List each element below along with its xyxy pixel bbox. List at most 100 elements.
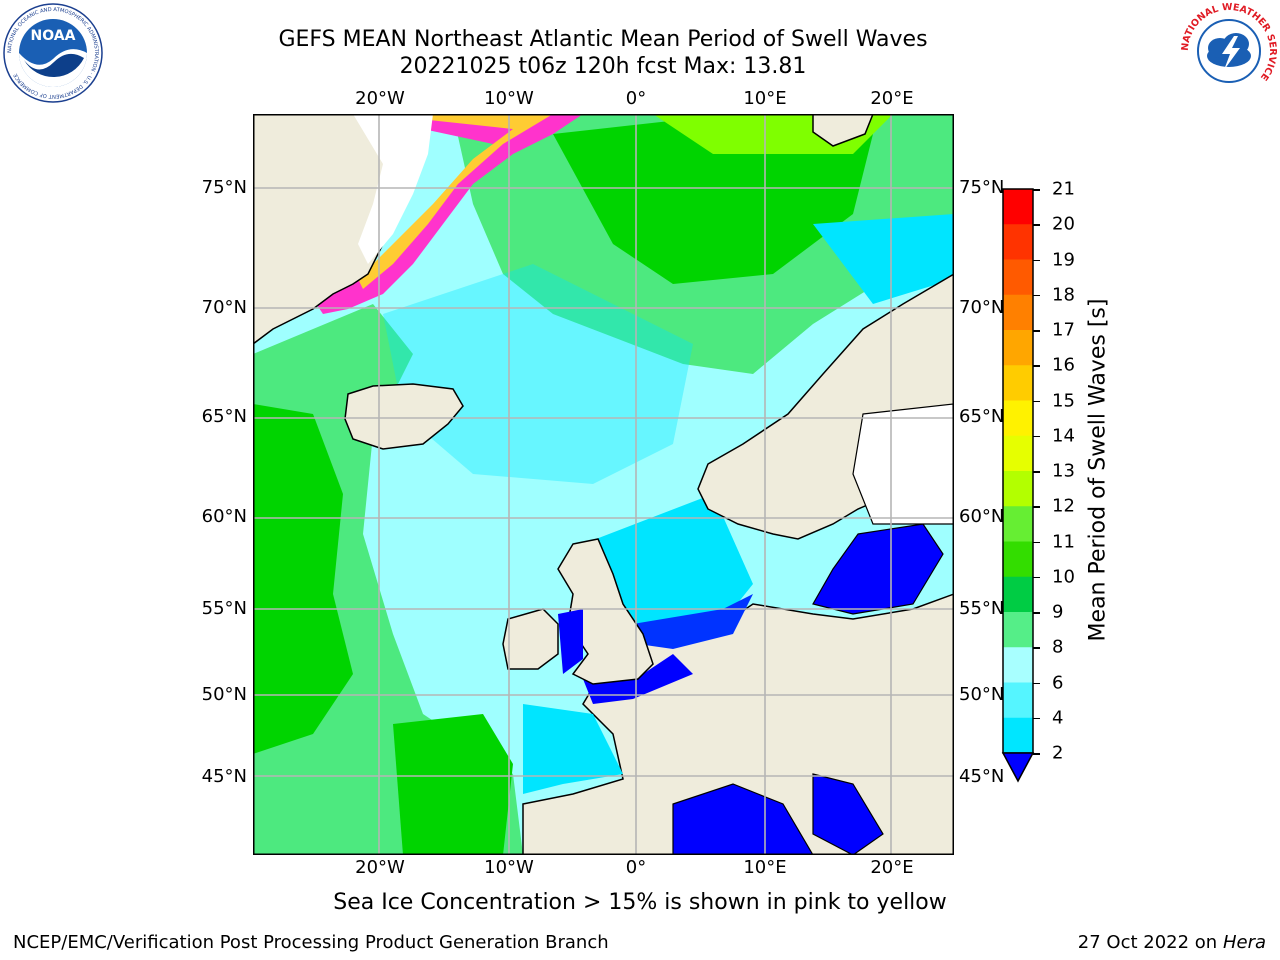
swell-region-northeast [813,214,954,304]
colorbar-tick-label: 19 [1052,249,1075,270]
colorbar-tick-mark [1033,647,1040,649]
producer-credit: NCEP/EMC/Verification Post Processing Pr… [13,932,609,953]
colorbar-tick-mark [1033,224,1040,226]
colorbar-tick-label: 2 [1052,742,1064,764]
colorbar-tick-label: 11 [1052,531,1075,552]
nws-logo: NATIONAL WEATHER SERVICE [1180,2,1278,100]
map-panel [253,114,954,855]
colorbar-tick-mark [1033,717,1040,720]
swell-region-west-core [253,404,353,754]
lat-tick-right-70n: 70°N [959,297,1005,318]
colorbar-tick-label: 10 [1052,566,1075,588]
colorbar-tick-label: 21 [1052,178,1075,200]
swell-region-north-core [553,114,873,284]
lat-tick-left-60n: 60°N [201,506,247,527]
ireland [502,608,559,670]
colorbar-segment [1003,259,1033,296]
lat-tick-left-55n: 55°N [201,598,247,619]
irish-sea [558,609,583,674]
colorbar-tick-label: 14 [1052,425,1075,447]
lon-tick-bottom-20e: 20°E [870,857,914,878]
lon-tick-top-20e: 20°E [870,88,914,109]
adriatic [812,773,884,855]
colorbar-tick-mark [1033,576,1040,579]
graticule [253,114,954,855]
colorbar-tick-mark [1033,294,1040,297]
colorbar [1001,188,1035,783]
gulf-of-bothnia [852,403,954,525]
colorbar-segment [1003,576,1033,613]
swell-region-southwest [393,714,513,855]
greenland-icecap [353,114,433,264]
lon-tick-top-0: 0° [625,88,647,109]
colorbar-tick-label: 17 [1052,319,1075,341]
iceland [344,383,464,450]
sea-ice-footnote: Sea Ice Concentration > 15% is shown in … [333,890,947,915]
noaa-logo: NATIONAL OCEANIC AND ATMOSPHERIC ADMINIS… [3,3,103,103]
lon-tick-bottom-0: 0° [625,857,647,878]
swell-region-northsea [583,494,753,634]
colorbar-tick-label: 16 [1052,354,1075,376]
lon-tick-bottom-10e: 10°E [743,857,787,878]
lat-tick-left-50n: 50°N [201,684,247,705]
colorbar-tick-mark [1033,506,1040,508]
colorbar-tick-mark [1033,541,1040,543]
colorbar-tick-mark [1033,435,1040,438]
chart-subtitle: 20221025 t06z 120h fcst Max: 13.81 [399,54,807,79]
swell-region-mid [383,264,693,484]
colorbar-segment [1003,506,1033,542]
colorbar-tick-label: 9 [1052,601,1064,623]
colorbar-tick-mark [1033,259,1040,261]
generation-date: 27 Oct 2022 on Hera [1078,932,1266,953]
colorbar-tick-label: 12 [1052,495,1075,517]
colorbar-segment [1003,330,1033,366]
lat-tick-left-75n: 75°N [201,177,247,198]
colorbar-extend-arrow [1001,752,1035,783]
colorbar-segment [1003,294,1033,331]
generation-host: Hera [1222,932,1266,953]
colorbar-tick-mark [1033,612,1040,614]
colorbar-tick-label: 13 [1052,460,1075,482]
colorbar-segment [1003,647,1033,683]
mediterranean-west [672,783,814,855]
chart-title: GEFS MEAN Northeast Atlantic Mean Period… [278,27,928,52]
lon-tick-bottom-20w: 20°W [355,857,405,878]
colorbar-tick-mark [1033,330,1040,332]
svg-text:NOAA: NOAA [31,28,76,44]
colorbar-segment [1003,189,1033,225]
north-sea-coast [633,594,753,649]
lon-tick-bottom-10w: 10°W [484,857,534,878]
colorbar-tick-label: 4 [1052,707,1064,729]
lat-tick-left-65n: 65°N [201,406,247,427]
colorbar-segment [1003,612,1033,648]
colorbar-segment [1003,224,1033,260]
colorbar-segment [1003,541,1033,578]
colorbar-tick-label: 15 [1052,390,1075,411]
colorbar-segment [1003,682,1033,719]
colorbar-segment [1003,400,1033,437]
map-frame [253,114,954,855]
lat-tick-right-55n: 55°N [959,598,1005,619]
colorbar-segment [1003,435,1033,472]
lon-tick-top-10w: 10°W [484,88,534,109]
colorbar-tick-mark [1033,189,1040,191]
colorbar-tick-mark [1033,682,1040,684]
lat-tick-right-50n: 50°N [959,684,1005,705]
colorbar-tick-mark [1033,365,1040,367]
colorbar-tick-label: 20 [1052,213,1075,235]
colorbar-segment [1003,717,1033,754]
generation-date-text: 27 Oct 2022 on [1077,932,1223,953]
lat-tick-right-45n: 45°N [959,766,1005,787]
colorbar-segment [1003,471,1033,507]
colorbar-tick-label: 6 [1052,672,1064,693]
lat-tick-left-70n: 70°N [201,297,247,318]
svalbard [812,114,874,147]
lon-tick-top-20w: 20°W [355,88,405,109]
colorbar-tick-label: 18 [1052,284,1075,306]
colorbar-title: Mean Period of Swell Waves [s] [1085,298,1111,642]
bay-of-biscay [523,704,623,794]
colorbar-tick-mark [1033,471,1040,473]
great-britain [557,538,654,685]
colorbar-tick-mark [1033,753,1040,755]
lat-tick-right-60n: 60°N [959,506,1005,527]
